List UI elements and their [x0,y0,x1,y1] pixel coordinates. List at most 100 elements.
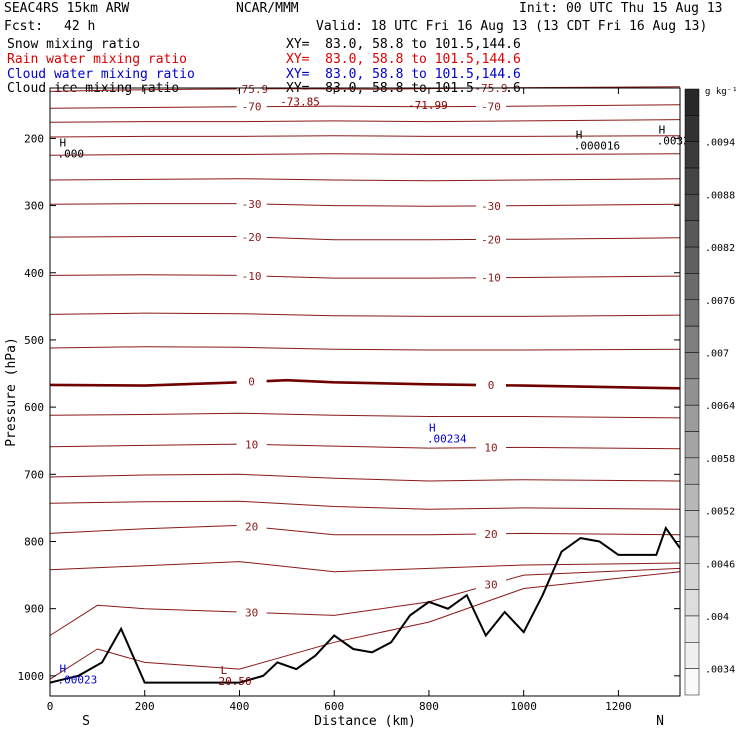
extremum-value: -73.85 [280,96,320,109]
isotherm-label-bg [236,375,267,388]
colorbar-swatch [684,510,700,538]
fcst-value: 42 h [64,19,96,34]
terrain-line [49,525,681,684]
colorbar-label: .0064 [705,401,735,412]
y-tick-label: 700 [24,468,44,481]
colorbar-swatch [684,615,700,643]
legend-rain-name: Rain water mixing ratio [7,52,188,67]
isotherm-label-bg [476,100,506,113]
colorbar-swatch [684,115,700,142]
legend-rain-xy: XY= 83.0, 58.8 to 101.5,144.6 [286,52,521,67]
isotherm-label: -75.9 [235,83,268,96]
isotherm-label-bg [236,230,267,243]
extremum-marker: H [659,124,666,137]
x-tick-label: 1000 [510,700,537,713]
isotherm-line [49,312,681,317]
isotherm-line [49,443,681,450]
legend-cloudwater-name: Cloud water mixing ratio [7,67,195,82]
isotherm-label: 30 [245,606,258,619]
x-tick-label: 1200 [605,700,632,713]
y-axis-label: Pressure (hPa) [4,337,19,447]
colorbar-unit: g kg⁻¹ [705,87,738,97]
extremum-marker: L [221,664,228,677]
extremum-marker: H [59,136,66,149]
isotherm-line [49,571,681,680]
colorbar-swatch [684,668,700,696]
colorbar-swatch [684,642,700,669]
legend-snow-xy: XY= 83.0, 58.8 to 101.5,144.6 [286,37,521,52]
colorbar-swatch [684,404,700,432]
temperature-contours: -75.9 -75.9-70 -70-30 -30-20 -20-10 -100 010 10… [49,81,681,680]
y-tick-label: 300 [24,200,44,213]
isotherm-line [49,104,681,109]
isotherm-label: 30 [484,578,497,591]
x-tick-label: 800 [419,700,439,713]
plot-frame [49,87,681,697]
colorbar-label: .0046 [705,559,735,570]
isotherm-label: 0 [488,379,495,392]
extremum-marker: H [429,421,436,434]
colorbar-swatch [684,536,700,564]
isotherm-label-bg [236,520,267,533]
isotherm-line [49,412,681,419]
isotherm-label: -70 [481,100,501,113]
x-tick-label: 200 [135,700,155,713]
isotherm-line [49,119,681,123]
isotherm-line [49,561,681,573]
colorbar-swatch [684,378,700,406]
isotherm-label-bg [476,199,506,212]
colorbar-label: .0082 [705,243,735,254]
colorbar-swatch [684,220,700,248]
isotherm-label-bg [476,379,506,392]
isotherm-label: -30 [481,200,501,213]
x-tick-label: 600 [324,700,344,713]
extremum-value: .00023 [57,673,97,686]
axes-layer: 0 200 400 600 800 1000 12002003004005006007008… [18,88,680,713]
colorbar-swatch [684,563,700,590]
terrain-layer [49,525,681,684]
isotherm-label-bg [236,82,267,95]
extremum-marker: H [59,662,66,675]
isotherm-label: -20 [481,233,501,246]
isotherm-label-bg [236,269,267,282]
y-tick-label: 200 [24,132,44,145]
isotherm-label: -20 [242,231,262,244]
init-time: Init: 00 UTC Thu 15 Aug 13 [519,1,723,16]
isotherm-line [49,203,681,207]
legend-cloudwater-xy: XY= 83.0, 58.8 to 101.5,144.6 [286,67,521,82]
colorbar-swatch [684,325,700,353]
extremum-value: .000 [57,147,83,160]
colorbar-label: .0034 [705,665,735,676]
isotherm-label: 0 [248,376,255,389]
isotherm-label-bg [236,197,267,210]
colorbar-swatch [684,88,700,116]
isotherm-label: 10 [245,438,258,451]
y-tick-label: 900 [24,603,44,616]
isotherm-line [49,153,681,156]
isotherm-label-bg [476,441,506,454]
isotherm-label-bg [476,233,506,246]
model-title: SEAC4RS 15km ARW [4,1,130,16]
colorbar-swatch [684,194,700,221]
center-label: NCAR/MMM [236,1,299,16]
isotherm-line [49,346,681,351]
isotherm-line [49,567,681,636]
colorbar-swatch [684,273,700,301]
x-axis-label: Distance (km) [314,714,416,729]
isotherm-line [49,274,681,279]
colorbar-swatch [684,589,700,617]
isotherm-line [49,236,681,241]
colorbar: .0094 .0088 .0082 .0076 .007 .0064 .0058 .0052.… [684,88,735,696]
isotherm-line [49,500,681,510]
colorbar-swatch [684,167,700,195]
y-tick-label: 600 [24,401,44,414]
colorbar-swatch [684,246,700,274]
isotherm-line [49,524,681,536]
isotherm-label-bg [476,527,506,540]
colorbar-label: .004 [705,612,729,623]
isotherm-label-bg [236,100,267,113]
colorbar-label: .0076 [705,296,735,307]
colorbar-swatch [684,457,700,485]
extremum-value: -71.99 [408,99,448,112]
isotherm-label-bg [236,438,267,451]
